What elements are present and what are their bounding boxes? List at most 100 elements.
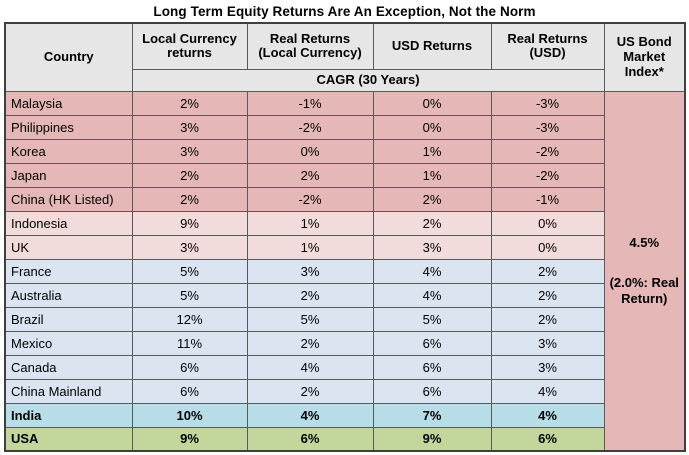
value-cell: -1%: [490, 186, 605, 212]
value-cell: 4%: [372, 282, 492, 308]
subheader-row: CAGR (30 Years): [5, 68, 685, 92]
column-header-real-returns-local-currency: Real Returns (Local Currency): [246, 22, 374, 70]
value-cell: 9%: [372, 426, 492, 452]
value-cell: 4%: [246, 354, 374, 380]
chart-title: Long Term Equity Returns Are An Exceptio…: [153, 4, 536, 19]
value-cell: 1%: [372, 138, 492, 164]
value-cell: 3%: [131, 114, 248, 140]
value-cell: 2%: [246, 330, 374, 356]
value-cell: 2%: [131, 162, 248, 188]
country-cell: UK: [4, 234, 133, 260]
value-cell: 1%: [246, 210, 374, 236]
value-cell: 2%: [246, 378, 374, 404]
spacer: [610, 251, 680, 275]
country-cell: Malaysia: [4, 90, 133, 116]
value-cell: 1%: [372, 162, 492, 188]
country-cell: Brazil: [4, 306, 133, 332]
value-cell: -3%: [490, 114, 605, 140]
value-cell: 6%: [246, 426, 374, 452]
country-cell: Japan: [4, 162, 133, 188]
value-cell: 12%: [131, 306, 248, 332]
value-cell: 3%: [490, 330, 605, 356]
value-cell: 3%: [372, 234, 492, 260]
value-cell: 6%: [490, 426, 605, 452]
value-cell: -2%: [246, 114, 374, 140]
column-header-us-bond-market-index: US Bond Market Index*: [603, 22, 686, 92]
country-cell: China (HK Listed): [4, 186, 133, 212]
value-cell: 2%: [490, 306, 605, 332]
value-cell: -2%: [246, 186, 374, 212]
us-bond-real-return-note: (2.0%: Real Return): [609, 274, 679, 307]
value-cell: 9%: [131, 210, 248, 236]
row-india: India 10% 4% 7% 4%: [4, 402, 685, 428]
value-cell: 6%: [131, 378, 248, 404]
us-bond-nominal-value: 4.5%: [629, 234, 660, 250]
value-cell: 4%: [372, 258, 492, 284]
value-cell: 4%: [246, 402, 374, 428]
country-cell: Philippines: [4, 114, 133, 140]
value-cell: 7%: [372, 402, 492, 428]
value-cell: 6%: [372, 330, 492, 356]
value-cell: 10%: [131, 402, 248, 428]
value-cell: 5%: [131, 282, 248, 308]
value-cell: -2%: [490, 138, 605, 164]
value-cell: 5%: [131, 258, 248, 284]
value-cell: 3%: [490, 354, 605, 380]
row-indonesia: Indonesia 9% 1% 2% 0%: [4, 210, 685, 236]
row-canada: Canada 6% 4% 6% 3%: [4, 354, 685, 380]
value-cell: 2%: [131, 90, 248, 116]
row-china-mainland: China Mainland 6% 2% 6% 4%: [4, 378, 685, 404]
value-cell: 2%: [372, 186, 492, 212]
country-cell: Australia: [4, 282, 133, 308]
value-cell: 2%: [131, 186, 248, 212]
value-cell: -2%: [490, 162, 605, 188]
row-china-hk-listed: China (HK Listed) 2% -2% 2% -1%: [4, 186, 685, 212]
value-cell: 6%: [131, 354, 248, 380]
value-cell: 2%: [372, 210, 492, 236]
header-row: Country Local Currency returns Real Retu…: [4, 22, 686, 92]
value-cell: 0%: [490, 234, 605, 260]
value-cell: 6%: [372, 354, 492, 380]
value-cell: 4%: [490, 402, 605, 428]
value-cell: 2%: [246, 282, 374, 308]
row-australia: Australia 5% 2% 4% 2%: [4, 282, 685, 308]
value-cell: -3%: [490, 90, 605, 116]
value-cell: 2%: [246, 162, 374, 188]
row-mexico: Mexico 11% 2% 6% 3%: [4, 330, 685, 356]
country-cell: India: [4, 402, 133, 428]
country-cell: France: [4, 258, 133, 284]
value-cell: 2%: [490, 258, 605, 284]
country-cell: Canada: [4, 354, 133, 380]
column-header-usd-returns: USD Returns: [372, 22, 492, 70]
us-bond-merged-cell: 4.5% (2.0%: Real Return): [603, 90, 686, 452]
subheader-cagr-30-years: CAGR (30 Years): [131, 68, 605, 92]
value-cell: -1%: [246, 90, 374, 116]
value-cell: 3%: [131, 138, 248, 164]
country-cell: Korea: [4, 138, 133, 164]
country-cell: Indonesia: [4, 210, 133, 236]
country-cell: Mexico: [4, 330, 133, 356]
value-cell: 5%: [246, 306, 374, 332]
value-cell: 4%: [490, 378, 605, 404]
row-malaysia: Malaysia 2% -1% 0% -3% 4.5% (2.0%: Real …: [4, 90, 686, 452]
country-cell: China Mainland: [4, 378, 133, 404]
value-cell: 0%: [372, 114, 492, 140]
value-cell: 5%: [372, 306, 492, 332]
column-header-real-returns-usd: Real Returns (USD): [490, 22, 605, 70]
column-header-country: Country: [4, 22, 133, 92]
returns-table: Country Local Currency returns Real Retu…: [4, 22, 686, 453]
row-korea: Korea 3% 0% 1% -2%: [4, 138, 685, 164]
value-cell: 0%: [246, 138, 374, 164]
row-france: France 5% 3% 4% 2%: [4, 258, 685, 284]
row-brazil: Brazil 12% 5% 5% 2%: [4, 306, 685, 332]
row-philippines: Philippines 3% -2% 0% -3%: [4, 114, 685, 140]
row-japan: Japan 2% 2% 1% -2%: [4, 162, 685, 188]
value-cell: 0%: [372, 90, 492, 116]
value-cell: 9%: [131, 426, 248, 452]
value-cell: 3%: [131, 234, 248, 260]
column-header-local-currency-returns: Local Currency returns: [131, 22, 248, 70]
value-cell: 11%: [131, 330, 248, 356]
value-cell: 1%: [246, 234, 374, 260]
value-cell: 2%: [490, 282, 605, 308]
